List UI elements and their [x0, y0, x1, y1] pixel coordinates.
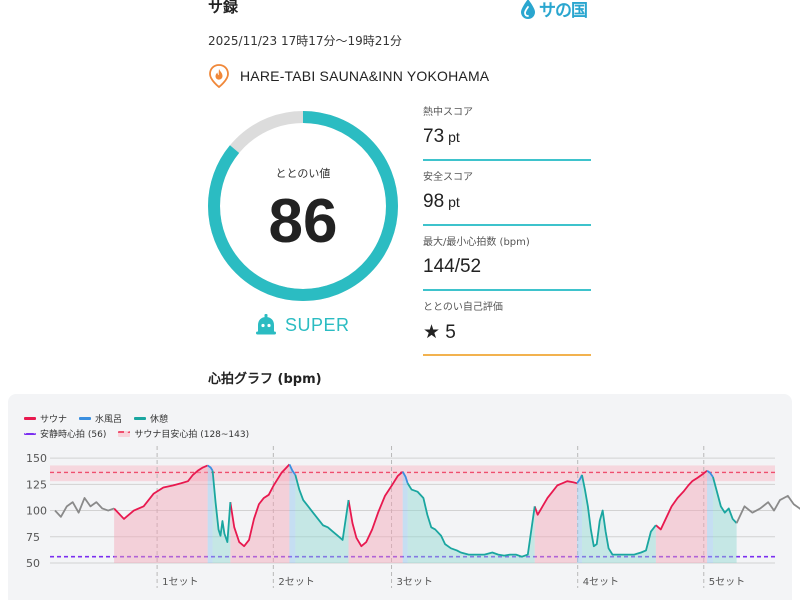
water_bath-line: [401, 471, 409, 484]
other-line: [54, 497, 115, 518]
gauge-progress-arc: [208, 111, 398, 301]
rank-badge: SUPER: [255, 313, 350, 337]
water_bath-area: [207, 465, 213, 563]
sauna-line: [533, 480, 578, 516]
sauna-line: [229, 463, 291, 548]
legend-swatch-resting-hr: [24, 432, 36, 435]
water_bath-area: [577, 474, 582, 563]
set-label: 2セット: [278, 576, 314, 588]
flame-pin-icon: [209, 64, 229, 88]
legend-target-hr: サウナ目安心拍 (128~143): [118, 427, 249, 440]
chart-section-title: 心拍グラフ (bpm): [208, 372, 322, 387]
other-line: [735, 494, 800, 524]
totonoi-label: ととのい値: [275, 167, 331, 180]
metric-value: 73: [423, 126, 445, 147]
metric-self-rating: ととのい自己評価 ★ 5: [423, 298, 591, 356]
legend-rest: 休憩: [134, 412, 168, 425]
sauna-area: [348, 471, 403, 563]
metric-label: 最大/最小心拍数 (bpm): [423, 237, 530, 248]
metric-unit: pt: [448, 194, 460, 210]
y-tick-label: 125: [26, 478, 47, 491]
legend-label: 水風呂: [95, 415, 123, 425]
target-hr-band: [50, 465, 775, 482]
totonoi-value: 86: [268, 187, 338, 256]
legend-label: サウナ目安心拍 (128~143): [134, 430, 250, 440]
metric-value-row: ★ 5: [423, 321, 591, 356]
sauna-line: [113, 464, 209, 520]
water_bath-line: [576, 474, 583, 484]
sauna-line: [655, 469, 708, 531]
metric-label: ととのい自己評価: [423, 302, 503, 313]
metric-value-row: 98 pt: [423, 191, 591, 226]
sauna-area: [534, 481, 578, 563]
y-tick-label: 50: [26, 557, 40, 570]
metric-label: 安全スコア: [423, 172, 473, 183]
set-label: 3セット: [397, 576, 433, 588]
y-tick-label: 150: [26, 452, 47, 465]
metric-value: 144/52: [423, 256, 482, 277]
legend-resting-hr: 安静時心拍 (56): [24, 427, 106, 440]
logo-text: サの国: [539, 1, 588, 21]
set-label: 1セット: [162, 576, 198, 588]
rest-line: [712, 476, 738, 524]
legend-sauna: サウナ: [24, 412, 67, 425]
rest-line: [581, 474, 657, 556]
legend-swatch-rest: [134, 417, 147, 420]
set-label: 5セット: [709, 576, 745, 588]
app-logo[interactable]: サの国: [519, 0, 588, 21]
legend-water-bath: 水風呂: [79, 412, 122, 425]
rest-line: [294, 474, 350, 541]
legend-swatch-target-hr: [118, 430, 131, 437]
sauna-area: [114, 465, 208, 563]
heart-rate-chart-card: [8, 394, 792, 600]
facility-row[interactable]: HARE-TABI SAUNA&INN YOKOHAMA: [208, 64, 489, 88]
water_bath-line: [288, 464, 297, 476]
page-title: サ録: [208, 0, 239, 16]
sauna-line: [347, 471, 404, 548]
bell-robot-icon: [256, 314, 276, 335]
legend-label: 安静時心拍 (56): [40, 430, 107, 440]
set-label: 4セット: [583, 576, 619, 588]
totonoi-gauge: [208, 111, 398, 301]
metric-value: 98: [423, 191, 445, 212]
legend-label: サウナ: [40, 415, 68, 425]
water_bath-line: [207, 464, 214, 472]
rank-label: SUPER: [285, 314, 350, 335]
metric-value-row: 73 pt: [423, 126, 591, 161]
facility-name: HARE-TABI SAUNA&INN YOKOHAMA: [240, 68, 490, 84]
chart-legend: サウナ 水風呂 休憩 安静時心拍 (56) サウナ目安心拍 (128~143): [24, 411, 249, 441]
sauna-area: [655, 470, 708, 563]
metric-value-row: 144/52: [423, 256, 591, 291]
rest-line: [406, 482, 536, 558]
metric-heat-score: 熱中スコア 73 pt: [423, 103, 591, 161]
legend-swatch-water-bath: [79, 417, 92, 420]
water_bath-line: [706, 469, 714, 478]
rest-area: [295, 474, 349, 563]
metric-unit: pt: [448, 129, 460, 145]
rest-area: [581, 474, 656, 563]
water_bath-area: [402, 471, 408, 563]
rest-area: [407, 483, 535, 563]
metric-label: 熱中スコア: [423, 107, 473, 118]
rest-area: [712, 476, 737, 563]
metric-safety-score: 安全スコア 98 pt: [423, 168, 591, 226]
session-datetime: 2025/11/23 17時17分〜19時21分: [208, 34, 403, 48]
rest-line: [211, 470, 232, 543]
sauna-area: [230, 464, 290, 563]
legend-label: 休憩: [150, 415, 169, 425]
water_bath-area: [707, 470, 713, 563]
y-tick-label: 100: [26, 505, 47, 518]
metric-heart-rate-range: 最大/最小心拍数 (bpm) 144/52: [423, 233, 591, 291]
legend-swatch-sauna: [24, 417, 36, 420]
metric-value: ★ 5: [423, 322, 456, 343]
water_bath-area: [289, 464, 296, 563]
y-tick-label: 75: [26, 531, 40, 544]
water-drop-icon: [521, 0, 535, 19]
